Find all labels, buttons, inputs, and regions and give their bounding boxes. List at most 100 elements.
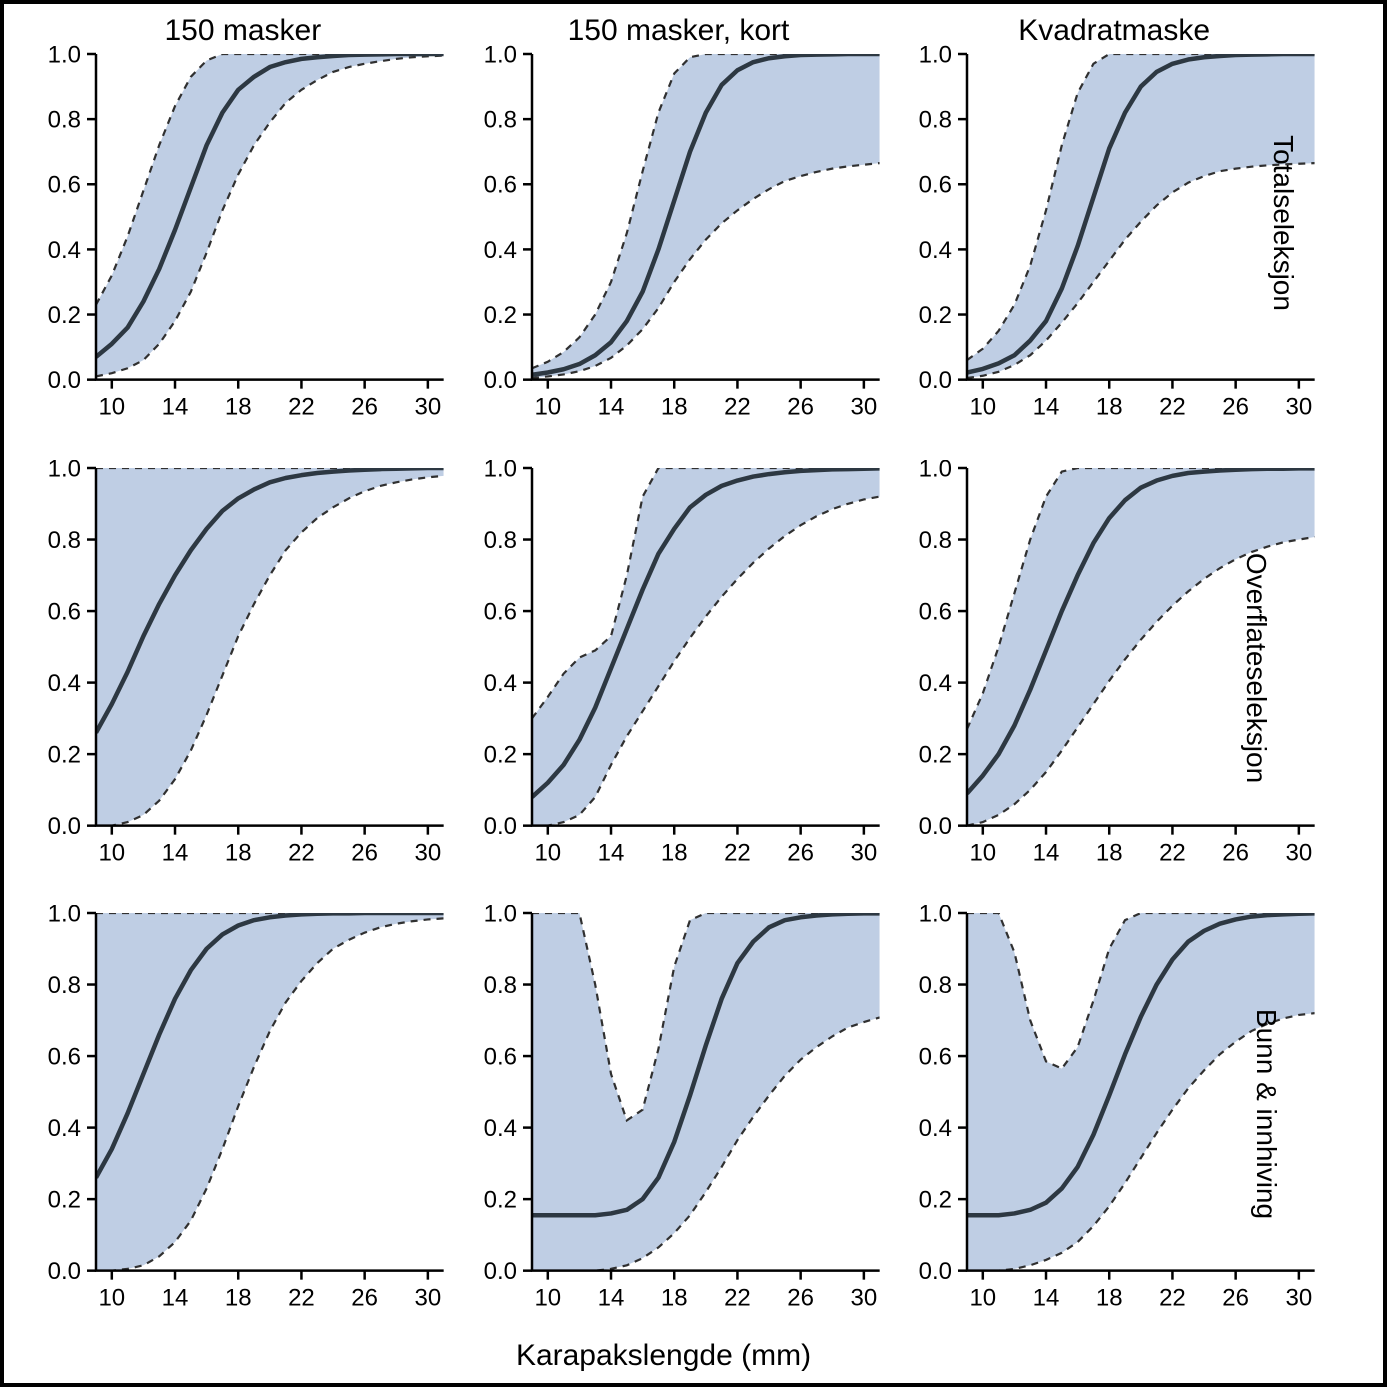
- xtick-label: 14: [162, 1285, 189, 1312]
- xtick-label: 30: [850, 839, 877, 866]
- row-title: Totalseleksjon: [1267, 135, 1299, 311]
- xtick-label: 10: [970, 839, 997, 866]
- ytick-label: 0.2: [919, 302, 952, 329]
- xtick-label: 22: [1159, 394, 1186, 421]
- xtick-label: 10: [534, 394, 561, 421]
- ytick-label: 0.2: [919, 741, 952, 768]
- ytick-label: 0.4: [483, 237, 516, 264]
- xtick-label: 10: [98, 1285, 125, 1312]
- ytick-label: 0.4: [483, 670, 516, 697]
- ytick-label: 0.4: [48, 237, 81, 264]
- ytick-label: 0.4: [48, 670, 81, 697]
- xtick-label: 18: [225, 394, 252, 421]
- ytick-label: 0.4: [919, 237, 952, 264]
- xtick-label: 14: [1033, 394, 1060, 421]
- panel-grid: 10 14 18 22 26 30 0.0 0.2 0.4 0.6 0.8 1.0 150 masker…: [34, 14, 1323, 1323]
- figure-frame: 10 14 18 22 26 30 0.0 0.2 0.4 0.6 0.8 1.0 150 masker…: [0, 0, 1387, 1387]
- panel-r0-c1: 1014182226300.00.20.40.60.81.0150 masker…: [470, 14, 888, 432]
- xtick-label: 18: [661, 1285, 688, 1312]
- ytick-label: 0.4: [48, 1115, 81, 1142]
- xtick-label: 18: [225, 839, 252, 866]
- xtick-label: 10: [970, 1285, 997, 1312]
- panel-svg: 1014182226300.00.20.40.60.81.0: [34, 14, 452, 432]
- ytick-label: 1.0: [48, 460, 81, 482]
- ytick-label: 1.0: [483, 460, 516, 482]
- ytick-label: 0.6: [483, 598, 516, 625]
- xtick-label: 18: [661, 839, 688, 866]
- ytick-label: 0.0: [48, 1258, 81, 1285]
- xtick-label: 22: [724, 839, 751, 866]
- ytick-label: 0.2: [919, 1187, 952, 1214]
- xtick-label: 26: [1223, 394, 1250, 421]
- panel-svg: 1014182226300.00.20.40.60.81.0: [34, 905, 452, 1323]
- ytick-label: 0.6: [919, 1044, 952, 1071]
- xtick-label: 10: [534, 839, 561, 866]
- ci-band: [96, 54, 444, 376]
- xtick-label: 18: [1096, 1285, 1123, 1312]
- panel-r1-c2: 1014182226300.00.20.40.60.81.0Overflates…: [905, 460, 1323, 878]
- xtick-label: 14: [1033, 1285, 1060, 1312]
- xtick-label: 22: [288, 839, 315, 866]
- ytick-label: 0.0: [483, 813, 516, 840]
- xtick-label: 18: [661, 394, 688, 421]
- xtick-label: 14: [162, 394, 189, 421]
- ytick-label: 0.6: [48, 1044, 81, 1071]
- ytick-label: 0.0: [48, 813, 81, 840]
- column-title: 150 masker: [34, 14, 452, 48]
- xtick-label: 14: [597, 394, 624, 421]
- xtick-label: 26: [1223, 1285, 1250, 1312]
- ytick-label: 0.8: [483, 527, 516, 554]
- ytick-label: 0.6: [48, 598, 81, 625]
- xtick-label: 26: [351, 394, 378, 421]
- panel-r1-c0: 1014182226300.00.20.40.60.81.0: [34, 460, 452, 878]
- xtick-label: 22: [724, 394, 751, 421]
- ytick-label: 0.4: [919, 1115, 952, 1142]
- ytick-label: 0.6: [919, 172, 952, 199]
- xtick-label: 18: [1096, 839, 1123, 866]
- ci-band: [96, 913, 444, 1271]
- ytick-label: 0.8: [48, 972, 81, 999]
- ytick-label: 0.4: [483, 1115, 516, 1142]
- xtick-label: 26: [787, 1285, 814, 1312]
- ytick-label: 0.2: [48, 1187, 81, 1214]
- ytick-label: 0.0: [919, 1258, 952, 1285]
- ytick-label: 0.4: [919, 670, 952, 697]
- panel-r0-c2: 1014182226300.00.20.40.60.81.0Kvadratmas…: [905, 14, 1323, 432]
- panel-r0-c0: 1014182226300.00.20.40.60.81.0150 masker: [34, 14, 452, 432]
- xtick-label: 14: [597, 1285, 624, 1312]
- panel-r2-c2: 1014182226300.00.20.40.60.81.0Bunn & inn…: [905, 905, 1323, 1323]
- xtick-label: 22: [1159, 839, 1186, 866]
- xtick-label: 22: [1159, 1285, 1186, 1312]
- xtick-label: 22: [288, 394, 315, 421]
- ytick-label: 0.0: [48, 367, 81, 394]
- panel-svg: 1014182226300.00.20.40.60.81.0: [34, 460, 452, 878]
- xtick-label: 30: [1286, 394, 1313, 421]
- ytick-label: 0.0: [483, 1258, 516, 1285]
- ytick-label: 0.8: [48, 107, 81, 134]
- ytick-label: 0.2: [483, 1187, 516, 1214]
- xtick-label: 22: [724, 1285, 751, 1312]
- ci-band: [532, 468, 880, 826]
- ytick-label: 0.2: [483, 302, 516, 329]
- ytick-label: 0.6: [48, 172, 81, 199]
- xtick-label: 18: [225, 1285, 252, 1312]
- panel-svg: 1014182226300.00.20.40.60.81.0: [905, 14, 1323, 432]
- xtick-label: 10: [98, 394, 125, 421]
- row-title: Bunn & innhiving: [1250, 1009, 1282, 1219]
- row-title: Overflateseleksjon: [1240, 553, 1272, 783]
- xtick-label: 14: [597, 839, 624, 866]
- ci-band: [96, 468, 444, 826]
- ytick-label: 0.8: [483, 972, 516, 999]
- xtick-label: 26: [787, 839, 814, 866]
- xtick-label: 26: [351, 1285, 378, 1312]
- ytick-label: 0.2: [48, 302, 81, 329]
- ytick-label: 0.2: [483, 741, 516, 768]
- xtick-label: 30: [1286, 1285, 1313, 1312]
- panel-r2-c1: 1014182226300.00.20.40.60.81.0: [470, 905, 888, 1323]
- panel-svg: 10 14 18 22 26 30 0.0 0.2 0.4 0.6 0.8 1.0: [470, 460, 888, 878]
- ytick-label: 0.8: [483, 107, 516, 134]
- ytick-label: 0.8: [919, 527, 952, 554]
- ytick-label: 0.8: [48, 527, 81, 554]
- ytick-label: 0.6: [919, 598, 952, 625]
- xtick-label: 14: [1033, 839, 1060, 866]
